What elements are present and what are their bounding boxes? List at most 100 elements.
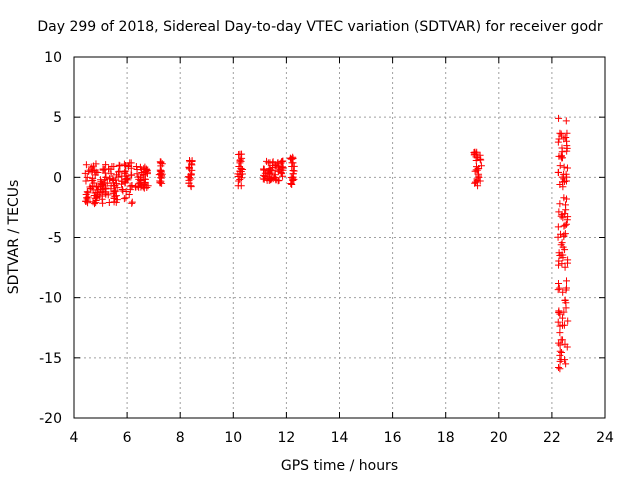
data-point (555, 249, 563, 257)
chart-title: Day 299 of 2018, Sidereal Day-to-day VTE… (37, 19, 603, 35)
data-point (266, 165, 274, 173)
data-point (156, 166, 164, 174)
data-point (279, 163, 287, 171)
data-point (91, 189, 99, 197)
data-point (121, 168, 129, 176)
data-point (185, 156, 193, 164)
data-point (102, 184, 110, 192)
data-point (112, 198, 120, 206)
data-point (288, 181, 296, 189)
data-point (559, 321, 567, 329)
data-point (560, 231, 568, 239)
data-point (563, 129, 571, 137)
data-point (557, 153, 565, 161)
data-series (81, 114, 572, 373)
x-tick-label: 10 (224, 430, 242, 446)
data-point (561, 296, 569, 304)
data-point (472, 178, 480, 186)
data-point (557, 336, 565, 344)
data-point (141, 175, 149, 183)
data-point (135, 179, 143, 187)
data-point (125, 190, 133, 198)
data-point (102, 161, 110, 169)
data-point (561, 356, 569, 364)
data-point (558, 154, 566, 162)
x-tick-label: 18 (437, 430, 455, 446)
data-point (156, 179, 164, 187)
data-point (126, 159, 134, 167)
data-point (87, 163, 95, 171)
data-point (85, 167, 93, 175)
data-point (91, 171, 99, 179)
x-tick-label: 16 (384, 430, 402, 446)
x-tick-label: 4 (70, 430, 79, 446)
x-axis-label: GPS time / hours (280, 458, 399, 474)
data-point (264, 170, 272, 178)
data-point (120, 160, 128, 168)
data-point (556, 310, 564, 318)
data-point (556, 162, 564, 170)
data-point (112, 192, 120, 200)
data-point (124, 163, 132, 171)
data-point (156, 158, 164, 166)
data-point (562, 360, 570, 368)
data-point (554, 223, 562, 231)
data-point (185, 176, 193, 184)
data-point (86, 183, 94, 191)
data-point (106, 175, 114, 183)
data-point (561, 263, 569, 271)
data-point (136, 163, 144, 171)
data-point (132, 163, 140, 171)
data-point (471, 148, 479, 156)
x-tick-label: 24 (596, 430, 614, 446)
data-point (105, 199, 113, 207)
data-point (83, 194, 91, 202)
data-point (564, 259, 572, 267)
data-point (563, 343, 571, 351)
data-point (82, 161, 90, 169)
data-point (288, 163, 296, 171)
data-point (84, 193, 92, 201)
data-point (279, 157, 287, 165)
data-point (238, 174, 246, 182)
y-tick-label: -20 (39, 411, 62, 427)
data-point (260, 166, 268, 174)
data-point (92, 197, 100, 205)
data-point (477, 162, 485, 170)
data-point (126, 182, 134, 190)
y-tick-label: 0 (53, 170, 62, 186)
data-point (555, 169, 563, 177)
data-point (112, 179, 120, 187)
data-point (558, 148, 566, 156)
data-point (140, 165, 148, 173)
data-point (277, 169, 285, 177)
data-point (86, 166, 94, 174)
data-point (556, 341, 564, 349)
data-point (83, 188, 91, 196)
data-point (289, 170, 297, 178)
data-point (102, 173, 110, 181)
data-point (107, 170, 115, 178)
data-point (556, 200, 564, 208)
data-point (474, 166, 482, 174)
data-point (561, 210, 569, 218)
data-point (237, 165, 245, 173)
data-point (556, 129, 564, 137)
data-point (474, 182, 482, 190)
data-point (555, 284, 563, 292)
data-point (476, 177, 484, 185)
data-point (83, 173, 91, 181)
x-tick-label: 8 (176, 430, 185, 446)
data-point (555, 363, 563, 371)
data-point (122, 167, 130, 175)
data-point (235, 177, 243, 185)
ticks: 4 6 8 10 12 14 16 18 20 22 24 10 5 0 -5 -10 -15 -20 (39, 50, 614, 446)
data-point (236, 171, 244, 179)
data-point (278, 158, 286, 166)
data-point (563, 277, 571, 285)
data-point (555, 114, 563, 122)
data-point (185, 164, 193, 172)
data-point (556, 351, 564, 359)
data-point (563, 195, 571, 203)
